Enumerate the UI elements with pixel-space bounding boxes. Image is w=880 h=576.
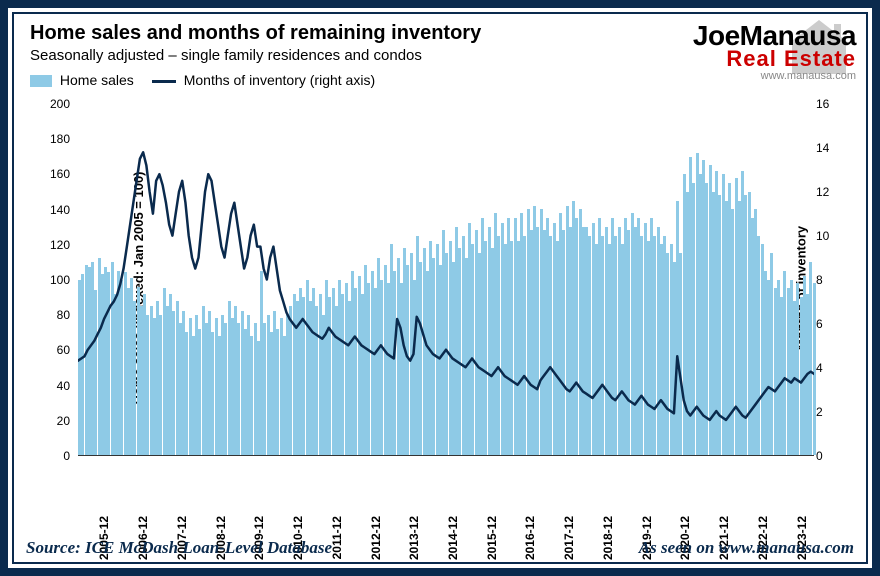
y-right-tick: 0 (816, 449, 823, 463)
y-left-ticks: 020406080100120140160180200 (42, 104, 74, 456)
outer-frame: Home sales and months of remaining inven… (0, 0, 880, 576)
y-right-tick: 16 (816, 97, 829, 111)
y-left-tick: 160 (50, 167, 70, 181)
y-right-tick: 8 (816, 273, 823, 287)
legend-bar: Home sales (30, 72, 134, 88)
y-right-tick: 12 (816, 185, 829, 199)
y-left-tick: 60 (57, 343, 70, 357)
y-left-tick: 140 (50, 203, 70, 217)
logo-tagline: Real Estate (606, 46, 856, 72)
x-ticks: 2005-122006-122007-122008-122009-122010-… (78, 460, 814, 530)
y-left-tick: 180 (50, 132, 70, 146)
inventory-swatch (152, 80, 176, 83)
legend-line-label: Months of inventory (right axis) (184, 72, 375, 88)
y-right-tick: 6 (816, 317, 823, 331)
y-left-tick: 0 (63, 449, 70, 463)
y-left-tick: 40 (57, 379, 70, 393)
chart-title: Home sales and months of remaining inven… (30, 22, 606, 45)
footer-seen: As seen on www.manausa.com (639, 538, 854, 558)
title-block: Home sales and months of remaining inven… (30, 22, 606, 64)
home-sales-swatch (30, 75, 52, 87)
chart-plot (78, 104, 814, 456)
y-left-tick: 80 (57, 308, 70, 322)
legend-bar-label: Home sales (60, 72, 134, 88)
footer-source: Source: ICE McDash Loan-Level Database (26, 538, 332, 558)
y-right-tick: 10 (816, 229, 829, 243)
y-left-tick: 20 (57, 414, 70, 428)
inventory-line (78, 104, 814, 455)
footer: Source: ICE McDash Loan-Level Database A… (26, 538, 854, 558)
y-left-tick: 100 (50, 273, 70, 287)
chart-subtitle: Seasonally adjusted – single family resi… (30, 47, 606, 64)
plot-area (78, 104, 814, 456)
chart-legend: Home sales Months of inventory (right ax… (30, 72, 375, 88)
logo-url: www.manausa.com (606, 70, 856, 82)
logo: JoeManausa Real Estate www.manausa.com (606, 20, 856, 82)
y-right-tick: 14 (816, 141, 829, 155)
legend-line: Months of inventory (right axis) (152, 72, 375, 88)
inner-frame: Home sales and months of remaining inven… (12, 12, 868, 564)
y-right-tick: 4 (816, 361, 823, 375)
y-left-tick: 200 (50, 97, 70, 111)
y-right-ticks: 0246810121416 (812, 104, 840, 456)
y-right-tick: 2 (816, 405, 823, 419)
y-left-tick: 120 (50, 238, 70, 252)
